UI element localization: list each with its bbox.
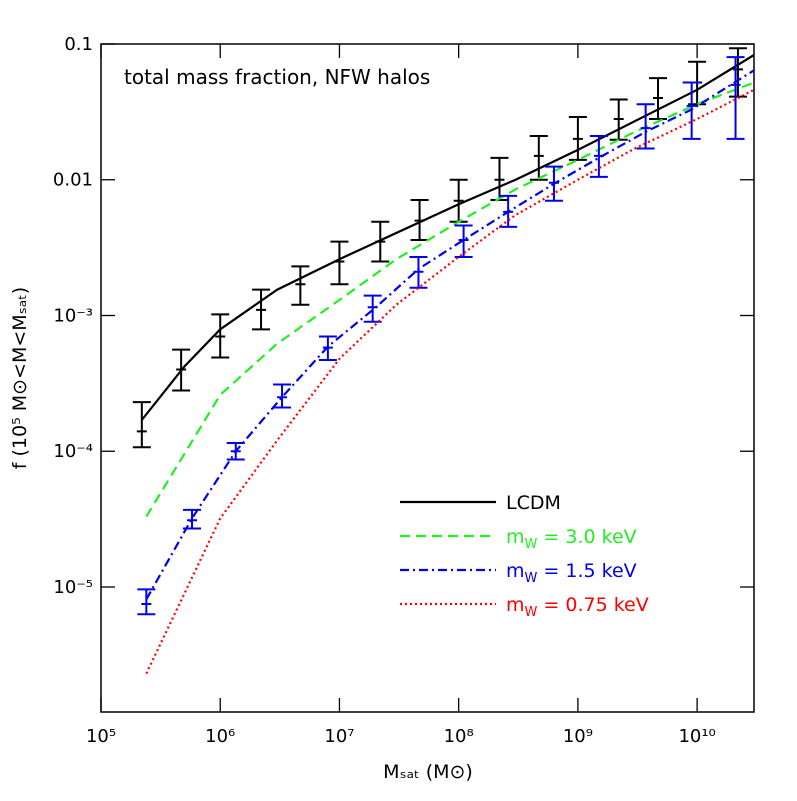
x-tick-label: 10⁶ — [205, 726, 235, 747]
error-bar — [211, 313, 230, 359]
series-line — [145, 81, 755, 518]
error-bar — [226, 442, 245, 461]
y-axis-label: f (10⁵ M⊙<M<Mₛₐₜ) — [9, 287, 31, 469]
error-bar — [410, 198, 429, 241]
x-tick-label: 10⁵ — [86, 726, 116, 747]
error-bar — [363, 294, 382, 323]
error-bar — [318, 335, 337, 362]
x-axis-label: Mₛₐₜ (M⊙) — [383, 761, 473, 783]
series-line — [140, 54, 755, 421]
error-bar — [291, 265, 310, 306]
error-bar — [726, 56, 745, 140]
error-bar — [132, 401, 151, 449]
error-bar — [137, 588, 156, 616]
x-tick-label: 10⁹ — [563, 726, 593, 747]
error-bar — [682, 81, 701, 140]
error-bar — [636, 103, 655, 150]
plot-frame — [100, 43, 755, 713]
legend-label: mW = 1.5 keV — [506, 560, 637, 586]
error-bar — [371, 220, 390, 263]
error-bar — [490, 156, 509, 201]
error-bar — [183, 508, 202, 530]
error-bar — [454, 224, 473, 258]
annotation: total mass fraction, NFW halos — [124, 65, 430, 89]
error-bar — [568, 115, 587, 161]
error-bar — [609, 98, 628, 141]
legend-label: LCDM — [506, 492, 561, 514]
error-bar — [529, 135, 548, 181]
y-tick-label: 10⁻⁴ — [53, 441, 93, 462]
x-tick-label: 10⁸ — [444, 726, 474, 747]
error-bar — [409, 255, 428, 289]
error-bar — [499, 194, 518, 228]
error-bar — [252, 288, 271, 331]
error-bar — [728, 47, 747, 98]
y-tick-label: 0.1 — [64, 34, 93, 55]
error-bar — [589, 135, 608, 178]
x-tick-label: 10⁷ — [324, 726, 354, 747]
error-bar — [544, 165, 563, 202]
series-line — [145, 88, 755, 675]
y-tick-label: 0.01 — [53, 170, 93, 191]
error-bar — [330, 240, 349, 286]
error-bar — [649, 77, 668, 121]
y-tick-label: 10⁻³ — [53, 305, 93, 326]
error-bar — [273, 383, 292, 409]
error-bar — [172, 348, 191, 392]
series-line — [145, 69, 755, 600]
legend-label: mW = 0.75 keV — [506, 594, 649, 620]
x-tick-label: 10¹⁰ — [678, 726, 715, 747]
y-tick-label: 10⁻⁵ — [53, 577, 93, 598]
legend-label: mW = 3.0 keV — [506, 526, 637, 552]
